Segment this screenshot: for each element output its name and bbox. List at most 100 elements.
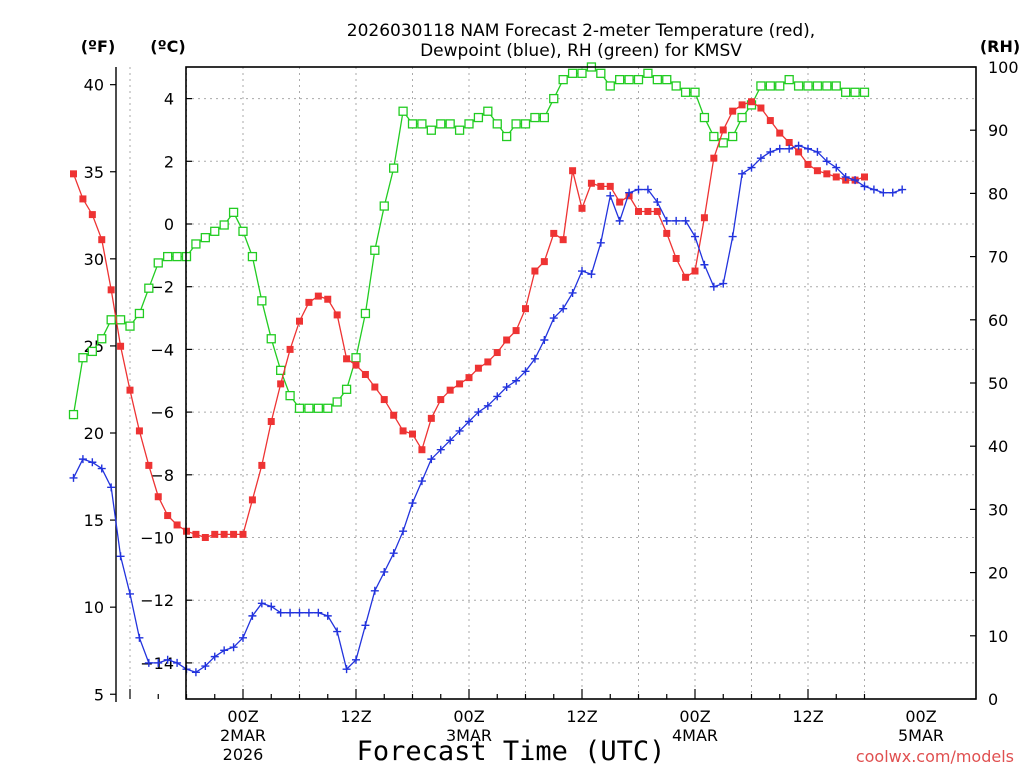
temp-point — [522, 305, 529, 313]
temp-point — [578, 204, 586, 212]
temp-point — [474, 364, 482, 372]
temp-point — [663, 229, 671, 237]
rh-point — [690, 87, 700, 97]
dewpoint-point — [239, 633, 247, 642]
temp-point — [710, 154, 718, 162]
rh-point — [850, 87, 860, 97]
rh-point — [643, 68, 653, 78]
temp-point — [823, 170, 831, 178]
temp-point — [729, 107, 737, 115]
dewpoint-point — [380, 567, 389, 576]
dewpoint-point — [107, 483, 116, 492]
dewpoint-point — [276, 608, 285, 617]
rh-point — [841, 87, 851, 97]
temp-point — [361, 370, 369, 378]
f-tick-label: 35 — [84, 163, 104, 182]
rh-point — [219, 220, 229, 230]
dewpoint-point — [201, 662, 210, 671]
dewpoint-point — [389, 549, 398, 558]
credit-label: coolwx.com/models — [856, 747, 1014, 766]
rh-point — [332, 397, 342, 407]
temp-point — [107, 286, 115, 294]
x-tick-label: 12Z — [566, 707, 597, 726]
temp-point — [757, 104, 765, 112]
rh-point — [106, 315, 116, 325]
rh-point — [134, 308, 145, 319]
x-tick-label: 00Z — [905, 707, 936, 726]
plot-frame — [185, 66, 977, 700]
rh-point — [680, 87, 691, 97]
rh-point — [426, 125, 436, 135]
rh-point — [228, 207, 239, 218]
f-tick-label: 5 — [94, 685, 104, 704]
dewpoint-point — [220, 646, 229, 655]
dewpoint-point — [446, 436, 455, 445]
rh-point — [200, 232, 210, 243]
temp-point — [804, 160, 812, 168]
dewpoint-point — [436, 445, 445, 454]
dewpoint-point — [672, 216, 681, 225]
temp-point — [371, 383, 379, 391]
temp-point — [324, 295, 332, 303]
dewpoint-point — [888, 188, 897, 197]
dewpoint-point — [530, 354, 539, 363]
x-date-label: 5MAR — [898, 726, 944, 745]
temp-point — [785, 138, 793, 146]
rh-point — [87, 346, 97, 357]
rh-tick-label: 30 — [988, 500, 1008, 519]
rh-tick-label: 100 — [988, 58, 1019, 77]
c-tick-label: −4 — [150, 340, 174, 359]
temp-point — [390, 411, 398, 419]
x-tick-label: 12Z — [340, 707, 371, 726]
dewpoint-series — [69, 141, 907, 677]
dewpoint-point — [728, 232, 737, 241]
temp-point — [380, 396, 388, 404]
x-axis-label: Forecast Time (UTC) — [357, 736, 666, 767]
dewpoint-point — [540, 335, 549, 344]
rh-point — [699, 112, 710, 123]
x-date-label: 3MAR — [446, 726, 492, 745]
dewpoint-point — [399, 527, 408, 536]
dewpoint-point — [370, 586, 379, 595]
temp-point — [569, 167, 577, 175]
dewpoint-point — [173, 658, 182, 667]
dewpoint-point — [653, 198, 662, 207]
rh-tick-label: 40 — [988, 437, 1008, 456]
rh-point — [436, 119, 446, 129]
x-tick-label: 00Z — [679, 707, 710, 726]
temp-point — [164, 512, 172, 520]
dewpoint-point — [417, 477, 426, 486]
temp-point — [512, 327, 520, 335]
dewpoint-point — [333, 627, 342, 636]
rh-point — [530, 112, 540, 123]
temp-point — [446, 386, 454, 394]
dewpoint-point — [427, 455, 436, 464]
rh-point — [417, 119, 427, 129]
dewpoint-point — [210, 652, 219, 661]
temp-point — [597, 182, 605, 190]
rh-point — [294, 403, 305, 413]
temp-point — [201, 534, 209, 541]
temp-point — [173, 521, 181, 529]
rh-point — [633, 74, 644, 85]
dewpoint-point — [804, 144, 812, 153]
rh-tick-label: 10 — [988, 627, 1008, 646]
dewpoint-point — [267, 602, 276, 611]
x-date-label: 4MAR — [672, 726, 718, 745]
dewpoint-point — [794, 141, 803, 150]
grid-lines — [129, 67, 976, 699]
rh-point — [549, 93, 559, 104]
rh-point — [502, 131, 512, 142]
rh-point — [464, 119, 474, 129]
rh-point — [285, 390, 295, 401]
temp-point — [672, 254, 680, 262]
dewpoint-point — [97, 464, 106, 473]
temp-point — [258, 461, 266, 469]
rh-tick-label: 0 — [988, 690, 998, 709]
dewpoint-point — [832, 163, 841, 172]
c-tick-label: 0 — [164, 215, 174, 234]
rh-point — [483, 106, 493, 116]
x-date-label: 2MAR — [220, 726, 266, 745]
dewpoint-point — [191, 668, 200, 677]
